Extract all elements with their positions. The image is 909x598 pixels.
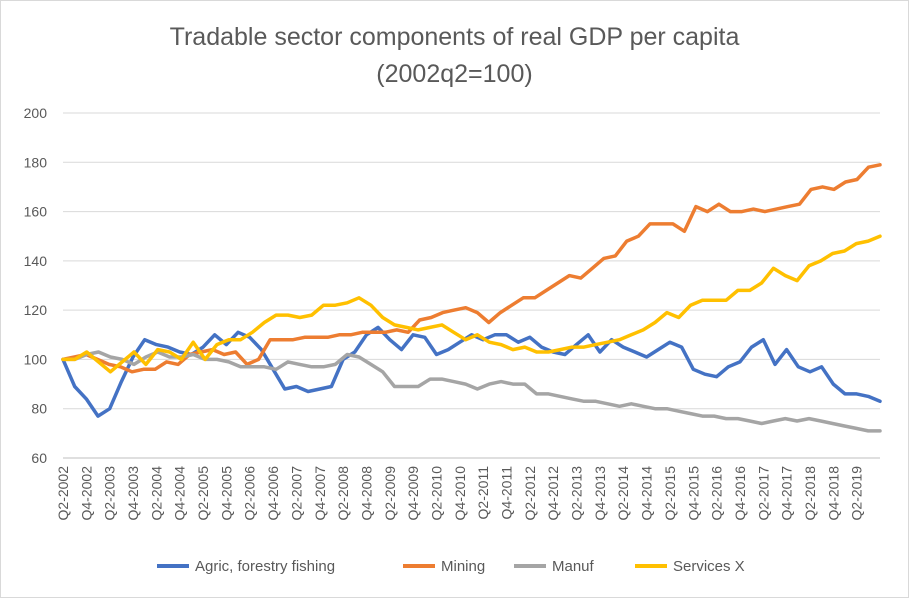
x-tick-labels: Q2-2002 Q4-2002 Q2-2003 Q4-2003 Q2-2004 Q4-20… — [55, 466, 865, 521]
legend-item: Manuf — [514, 554, 594, 578]
chart-title: Tradable sector components of real GDP p… — [169, 23, 740, 51]
x-tick-label: Q4-2004 — [172, 466, 188, 521]
x-tick-label: Q4-2012 — [545, 466, 561, 521]
legend-item: Agric, forestry fishing — [157, 554, 335, 578]
y-tick-label: 120 — [24, 302, 48, 318]
series-line-1 — [61, 163, 882, 374]
x-tick-label: Q2-2019 — [849, 466, 865, 521]
legend-label: Manuf — [552, 557, 594, 575]
x-tick-label: Q4-2016 — [732, 466, 748, 521]
x-tick-label: Q2-2004 — [148, 466, 164, 521]
x-tick-label: Q2-2003 — [102, 466, 118, 521]
y-tick-label: 180 — [24, 154, 48, 170]
x-tick-label: Q2-2006 — [242, 466, 258, 521]
y-tick-label: 80 — [31, 401, 47, 417]
x-tick-label: Q2-2010 — [428, 466, 444, 521]
series-line-2 — [61, 350, 882, 433]
x-tick-label: Q4-2014 — [639, 466, 655, 521]
x-tick-label: Q2-2014 — [615, 466, 631, 521]
legend-label: Services X — [673, 557, 745, 575]
y-tick-label: 140 — [24, 253, 48, 269]
x-tick-label: Q2-2011 — [475, 466, 491, 520]
x-tick-label: Q4-2007 — [312, 466, 328, 521]
x-tick-label: Q2-2009 — [382, 466, 398, 521]
x-tick-label: Q4-2006 — [265, 466, 281, 521]
x-tick-label: Q2-2002 — [55, 466, 71, 521]
x-tick-label: Q4-2008 — [358, 466, 374, 521]
y-tick-label: 200 — [24, 105, 48, 121]
legend-label: Mining — [441, 557, 486, 575]
chart-subtitle: (2002q2=100) — [376, 60, 533, 88]
x-tick-label: Q4-2003 — [125, 466, 141, 521]
x-tick-label: Q2-2015 — [662, 466, 678, 521]
legend-swatch — [157, 564, 189, 568]
x-tick-label: Q4-2013 — [592, 466, 608, 521]
y-tick-labels: 60 80 100 120 140 160 180 200 — [24, 105, 48, 466]
gridlines — [63, 112, 880, 410]
legend-item: Mining — [403, 554, 485, 578]
x-tick-label: Q4-2018 — [825, 466, 841, 521]
x-tick-label: Q2-2013 — [569, 466, 585, 521]
x-tick-label: Q2-2012 — [522, 466, 538, 521]
legend-swatch — [514, 564, 546, 568]
legend-swatch — [403, 564, 435, 568]
x-tick-label: Q2-2008 — [335, 466, 351, 521]
x-tick-label: Q4-2017 — [779, 466, 795, 521]
x-tick-label: Q4-2002 — [78, 466, 94, 521]
legend-swatch — [635, 564, 667, 568]
x-tick-label: Q4-2015 — [685, 466, 701, 521]
x-tick-label: Q4-2005 — [218, 466, 234, 521]
series-line-0 — [61, 325, 882, 418]
y-tick-label: 160 — [24, 204, 48, 220]
x-tick-label: Q2-2017 — [755, 466, 771, 521]
x-tick-label: Q2-2005 — [195, 466, 211, 521]
x-tick-label: Q2-2016 — [709, 466, 725, 521]
series-line-3 — [61, 234, 882, 374]
x-tick-label: Q4-2009 — [405, 466, 421, 521]
y-tick-label: 100 — [24, 351, 48, 367]
x-tick-label: Q2-2007 — [288, 466, 304, 521]
legend-label: Agric, forestry fishing — [195, 557, 336, 575]
x-tick-label: Q4-2010 — [452, 466, 468, 521]
legend: Agric, forestry fishing Mining Manuf Servic… — [0, 554, 909, 578]
series-lines — [61, 163, 882, 433]
x-tick-label: Q2-2018 — [802, 466, 818, 521]
x-tick-label: Q4-2011 — [499, 466, 515, 520]
y-tick-label: 60 — [31, 450, 47, 466]
legend-item: Services X — [635, 554, 745, 578]
